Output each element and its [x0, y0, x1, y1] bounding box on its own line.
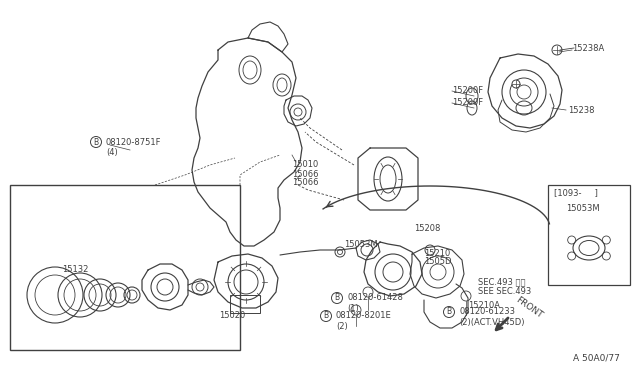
Text: [1093-     ]: [1093- ]	[554, 189, 598, 198]
Text: 15132: 15132	[62, 266, 88, 275]
Text: FRONT: FRONT	[514, 296, 544, 320]
Text: 08120-8751F: 08120-8751F	[106, 138, 161, 147]
Text: 15210A: 15210A	[468, 301, 500, 311]
Text: 15208: 15208	[414, 224, 440, 232]
Text: B: B	[335, 294, 340, 302]
Text: 15200F: 15200F	[452, 97, 483, 106]
Text: 15200F: 15200F	[452, 86, 483, 94]
Text: SEE SEC.493: SEE SEC.493	[478, 288, 531, 296]
Text: 15020: 15020	[219, 311, 245, 321]
Text: (4): (4)	[106, 148, 118, 157]
Text: (2)(ACT.VH45D): (2)(ACT.VH45D)	[459, 317, 525, 327]
Circle shape	[512, 80, 520, 88]
Text: 08120-61233: 08120-61233	[459, 308, 515, 317]
Text: 1505D: 1505D	[424, 257, 451, 266]
Text: 15053M: 15053M	[566, 203, 600, 212]
Text: B: B	[323, 311, 328, 321]
Bar	[548, 185, 630, 285]
Text: A 50A0/77: A 50A0/77	[573, 353, 620, 362]
Circle shape	[425, 245, 435, 255]
Text: (1): (1)	[347, 304, 359, 312]
Bar	[10, 185, 240, 350]
Text: 15066: 15066	[292, 177, 319, 186]
Text: 08120-61428: 08120-61428	[347, 294, 403, 302]
Text: B: B	[447, 308, 452, 317]
Text: 15238: 15238	[568, 106, 595, 115]
Text: 15066: 15066	[292, 170, 319, 179]
Text: 15010: 15010	[292, 160, 318, 169]
Text: (2): (2)	[336, 321, 348, 330]
Text: 08120-8201E: 08120-8201E	[336, 311, 392, 321]
Text: 15210: 15210	[424, 250, 451, 259]
Bar	[230, 295, 260, 313]
Text: 15238A: 15238A	[572, 44, 604, 52]
Text: SEC.493 参照: SEC.493 参照	[478, 278, 525, 286]
Text: B: B	[93, 138, 99, 147]
Text: 15053M: 15053M	[344, 240, 378, 248]
